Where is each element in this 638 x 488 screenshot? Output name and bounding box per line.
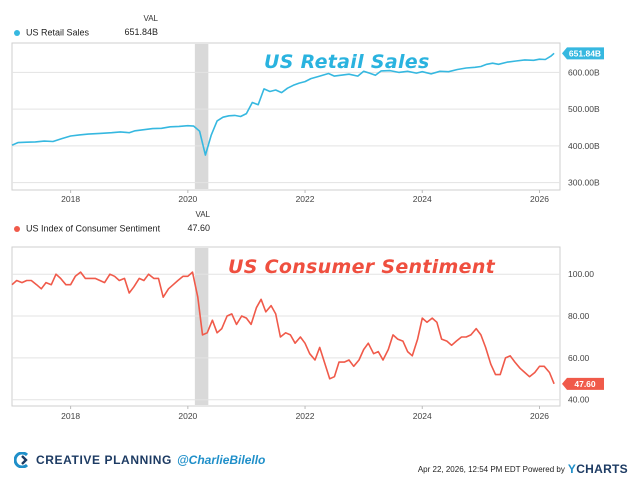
retail-recession-band [194, 44, 209, 189]
sentiment-y-tick-label: 60.00 [568, 353, 590, 363]
sentiment-y-tick-label: 80.00 [568, 311, 590, 321]
sentiment-legend-dot-icon [14, 225, 20, 232]
footer-brand: CREATIVE PLANNING @CharlieBilello [14, 452, 265, 468]
retail-y-tick-label: 500.00B [568, 104, 600, 114]
retail-legend-val-header: VAL [143, 14, 158, 23]
sentiment-chart: 40.00 60.00 80.00 100.00 2018 2020 2022 2024 202… [11, 246, 604, 421]
retail-chart: 300.00B 400.00B 500.00B 600.00B 2018 2020 2022… [11, 42, 604, 204]
retail-y-tick-label: 300.00B [568, 178, 600, 188]
sentiment-y-tick-label: 100.00 [568, 269, 594, 279]
retail-series-line [11, 52, 555, 156]
retail-x-tick-label: 2026 [530, 194, 549, 204]
retail-legend-dot-icon [14, 29, 20, 36]
sentiment-plot-frame [11, 246, 561, 407]
brand-handle: @CharlieBilello [176, 453, 266, 467]
sentiment-chart-title: US Consumer Sentiment [228, 256, 496, 278]
retail-y-tick-label: 600.00B [568, 67, 600, 77]
sentiment-x-tick-label: 2018 [61, 411, 80, 421]
brand-name: CREATIVE PLANNING [36, 453, 172, 467]
retail-end-label: 651.84B [569, 48, 601, 58]
ycharts-logo: YCHARTS [567, 462, 628, 476]
creative-planning-logo-icon [14, 452, 29, 468]
sentiment-end-label-tag [562, 377, 604, 390]
sentiment-legend-val-header: VAL [195, 210, 210, 219]
sentiment-legend-value: 47.60 [187, 223, 210, 233]
sentiment-legend: VAL US Index of Consumer Sentiment 47.60 [14, 210, 234, 236]
sentiment-x-tick-label: 2026 [530, 411, 549, 421]
retail-chart-title: US Retail Sales [264, 51, 430, 73]
sentiment-series-line [11, 271, 555, 385]
sentiment-x-tick-label: 2022 [296, 411, 315, 421]
retail-x-tick-label: 2018 [61, 194, 80, 204]
sentiment-x-tick-label: 2024 [413, 411, 432, 421]
retail-legend-name: US Retail Sales [26, 27, 90, 38]
sentiment-legend-name: US Index of Consumer Sentiment [26, 223, 161, 234]
retail-x-tick-label: 2024 [413, 194, 432, 204]
sentiment-y-tick-label: 40.00 [568, 395, 590, 405]
retail-end-label-tag [562, 47, 604, 60]
retail-legend-value: 651.84B [124, 27, 158, 37]
retail-x-tick-label: 2022 [296, 194, 315, 204]
footer-date: Apr 22, 2026, 12:54 PM EDT Powered by [417, 464, 565, 474]
retail-x-tick-label: 2020 [178, 194, 197, 204]
retail-y-tick-label: 400.00B [568, 141, 600, 151]
retail-plot-frame [11, 42, 561, 191]
retail-legend: VAL US Retail Sales 651.84B [14, 14, 194, 40]
footer-powered-by: Apr 22, 2026, 12:54 PM EDT Powered by YC… [418, 462, 628, 476]
sentiment-x-tick-label: 2020 [178, 411, 197, 421]
sentiment-end-label: 47.60 [574, 379, 596, 389]
